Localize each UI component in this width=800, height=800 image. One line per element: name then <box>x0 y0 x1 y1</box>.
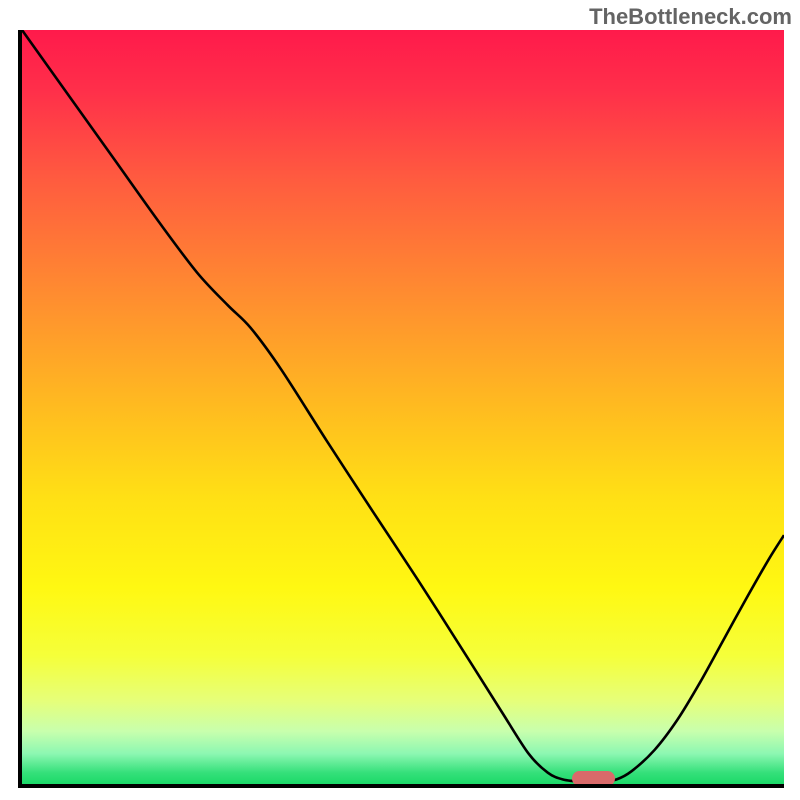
watermark-text: TheBottleneck.com <box>589 4 792 30</box>
chart-container: TheBottleneck.com <box>0 0 800 800</box>
optimal-marker-pill <box>572 771 615 784</box>
x-axis-line <box>18 784 784 788</box>
plot-area <box>22 30 784 784</box>
y-axis-line <box>18 30 22 788</box>
bottleneck-curve <box>22 30 784 784</box>
